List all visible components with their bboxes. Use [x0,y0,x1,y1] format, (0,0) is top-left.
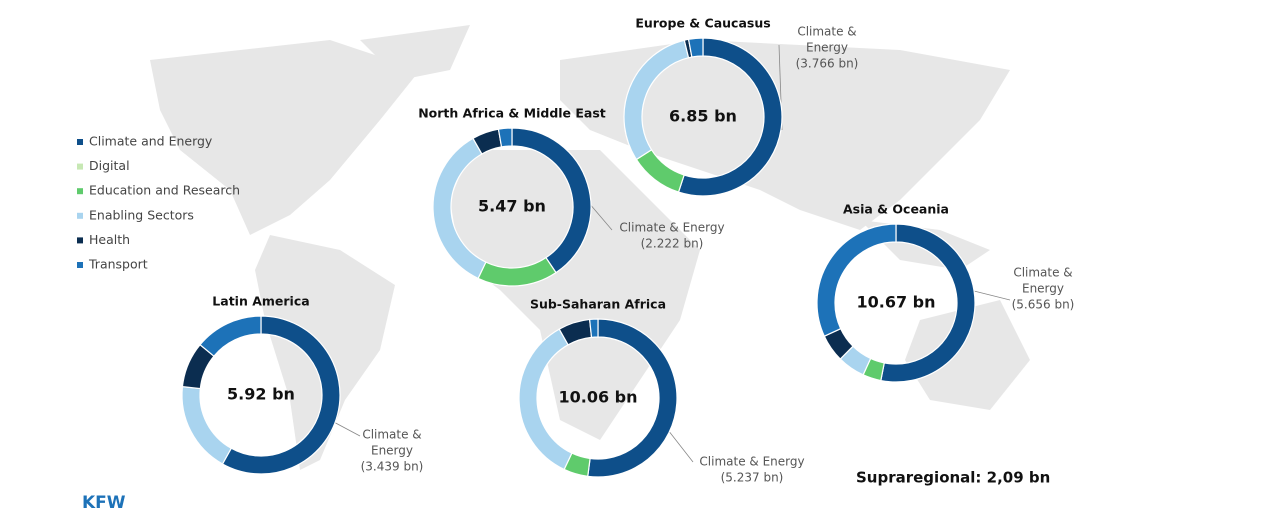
callout-text: Climate & [1013,266,1072,280]
callout-text: (5.237 bn) [721,471,784,485]
legend-label: Health [89,232,130,247]
callout-text: (3.766 bn) [796,57,859,71]
callout-line [969,289,1011,301]
donut-segment [816,223,897,338]
donut-total: 10.67 bn [856,293,935,312]
legend-label: Enabling Sectors [89,207,194,222]
donut-title: North Africa & Middle East [418,106,606,121]
legend-swatch [77,212,83,219]
callout-line [667,429,694,463]
donut-segment [588,318,599,339]
donut-segment [497,127,513,148]
donut-segment [687,37,704,58]
callout-text: Climate & Energy [619,221,724,235]
callout-text: Energy [806,41,848,55]
legend-label: Climate and Energy [89,134,213,149]
donut-total: 6.85 bn [669,107,737,126]
callout-text: Climate & [797,25,856,39]
callout-text: (5.656 bn) [1012,298,1075,312]
donut-title: Europe & Caucasus [635,16,770,31]
legend-label: Education and Research [89,183,240,198]
donut-title: Sub-Saharan Africa [530,297,666,312]
donut-title: Asia & Oceania [843,202,949,217]
callout-text: (2.222 bn) [641,237,704,251]
donut-total: 5.47 bn [478,197,546,216]
donut-segment [199,315,262,358]
callout-text: Climate & [362,428,421,442]
callout-text: (3.439 bn) [361,460,424,474]
legend-swatch [77,139,83,145]
donut-total: 10.06 bn [558,388,637,407]
legend-swatch [77,237,83,244]
legend-swatch [77,188,83,195]
legend-label: Transport [88,257,148,272]
callout-text: Energy [371,444,413,458]
callout-text: Climate & Energy [699,455,804,469]
logo: KFW [82,493,126,513]
donut-total: 5.92 bn [227,385,295,404]
legend-label: Digital [89,158,130,173]
supraregional: Supraregional: 2,09 bn [856,469,1050,487]
callout-text: Energy [1022,282,1064,296]
legend-swatch [77,262,83,268]
donut-segment [181,385,233,465]
world-map [150,25,1030,470]
legend-swatch [77,163,83,170]
donut-title: Latin America [212,294,309,309]
